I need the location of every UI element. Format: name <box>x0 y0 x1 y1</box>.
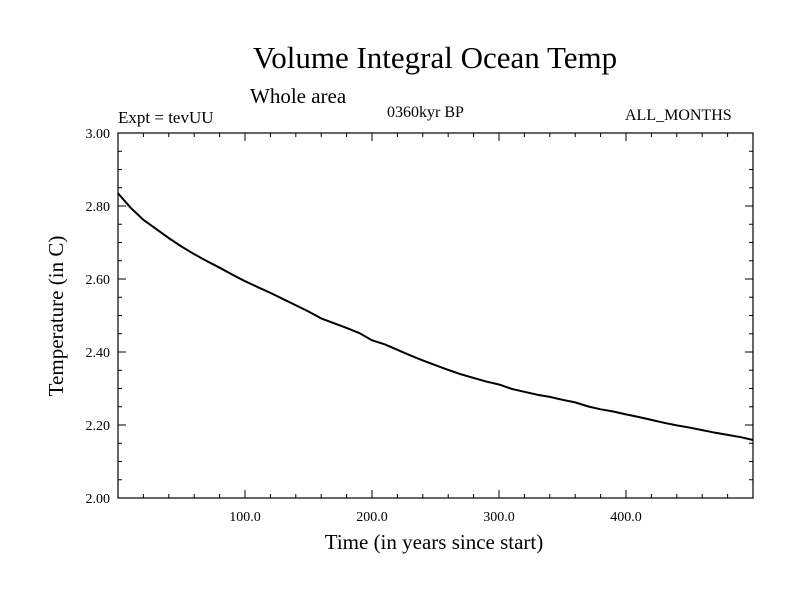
y-tick-label: 2.00 <box>86 492 111 507</box>
plot-frame <box>117 132 754 499</box>
chart-title: Volume Integral Ocean Temp <box>252 40 618 75</box>
x-tick-label: 200.0 <box>356 510 388 525</box>
x-tick-label: 400.0 <box>610 510 642 525</box>
y-tick-label: 2.80 <box>86 200 111 215</box>
chart-subtitle: Whole area <box>250 84 347 108</box>
months-label: ALL_MONTHS <box>625 107 732 124</box>
y-axis-label: Temperature (in C) <box>44 236 68 397</box>
series-layer <box>117 192 754 441</box>
x-tick-label: 100.0 <box>229 510 261 525</box>
label-layer: Time (in years since start) Temperature … <box>44 236 543 554</box>
y-tick-label: 3.00 <box>86 127 111 142</box>
y-tick-label: 2.20 <box>86 419 111 434</box>
series-line <box>117 192 754 441</box>
axes-layer: 100.0 200.0 300.0 400.0 2.00 2.20 2.40 2.60 2.80… <box>86 127 754 525</box>
y-tick-label: 2.40 <box>86 346 111 361</box>
y-tick-label: 2.60 <box>86 273 111 288</box>
x-tick-label: 300.0 <box>483 510 515 525</box>
period-label: 0360kyr BP <box>387 104 464 121</box>
x-axis-label: Time (in years since start) <box>325 530 544 554</box>
experiment-label: Expt = tevUU <box>118 108 214 127</box>
